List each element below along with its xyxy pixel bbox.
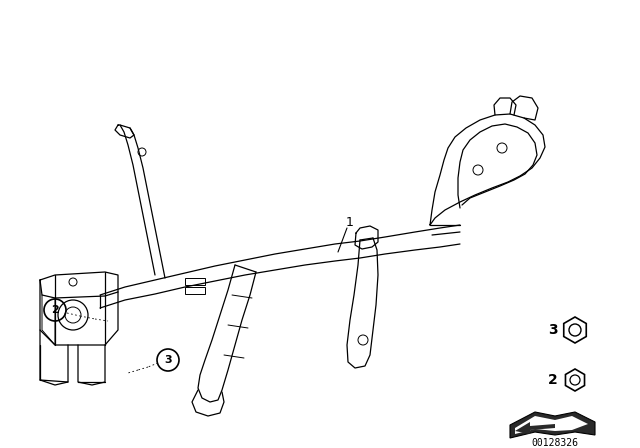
Bar bbox=[490, 305, 630, 448]
Polygon shape bbox=[515, 422, 555, 434]
Bar bbox=[185, 278, 205, 285]
Text: 3: 3 bbox=[164, 355, 172, 365]
Polygon shape bbox=[515, 416, 588, 434]
Text: 00128326: 00128326 bbox=[531, 438, 579, 448]
Text: 3: 3 bbox=[548, 323, 558, 337]
Text: 2: 2 bbox=[51, 305, 59, 315]
Text: 2: 2 bbox=[548, 373, 558, 387]
Bar bbox=[185, 287, 205, 294]
Polygon shape bbox=[510, 412, 595, 438]
Text: 1: 1 bbox=[346, 216, 354, 229]
